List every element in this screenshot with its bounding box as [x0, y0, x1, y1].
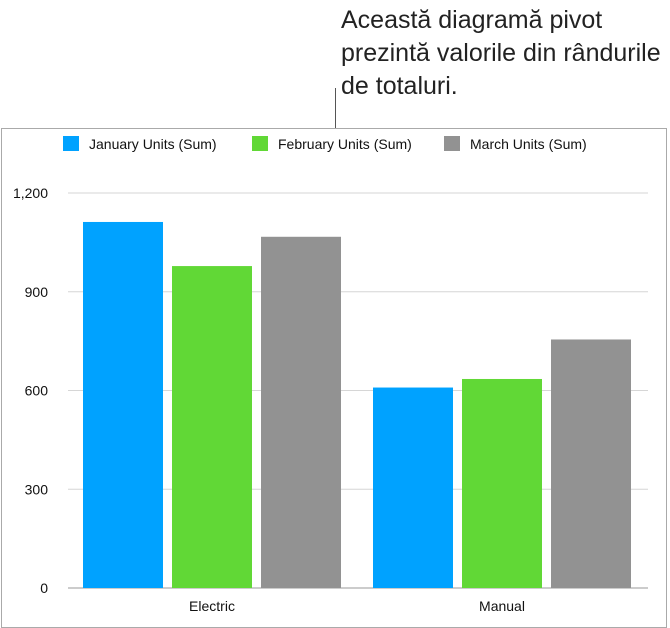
legend-swatch: [252, 136, 268, 151]
bar-manual-2: [551, 339, 631, 588]
y-tick-label: 0: [40, 580, 48, 596]
legend-label: January Units (Sum): [89, 136, 217, 152]
callout-line: [335, 88, 336, 128]
x-category-label: Electric: [189, 598, 235, 614]
legend-swatch: [444, 136, 460, 151]
legend-swatch: [63, 136, 79, 151]
legend-label: February Units (Sum): [278, 136, 412, 152]
y-tick-label: 1,200: [13, 185, 48, 201]
bar-electric-0: [83, 221, 163, 588]
bar-electric-1: [172, 266, 252, 588]
x-category-label: Manual: [479, 598, 525, 614]
legend-label: March Units (Sum): [470, 136, 587, 152]
bar-electric-2: [261, 236, 341, 588]
y-tick-label: 300: [25, 481, 49, 497]
y-tick-label: 900: [25, 284, 49, 300]
bar-manual-1: [462, 378, 542, 588]
callout-text: Această diagramă pivot prezintă valorile…: [341, 6, 661, 100]
bar-manual-0: [373, 387, 453, 588]
y-tick-label: 600: [25, 383, 49, 399]
